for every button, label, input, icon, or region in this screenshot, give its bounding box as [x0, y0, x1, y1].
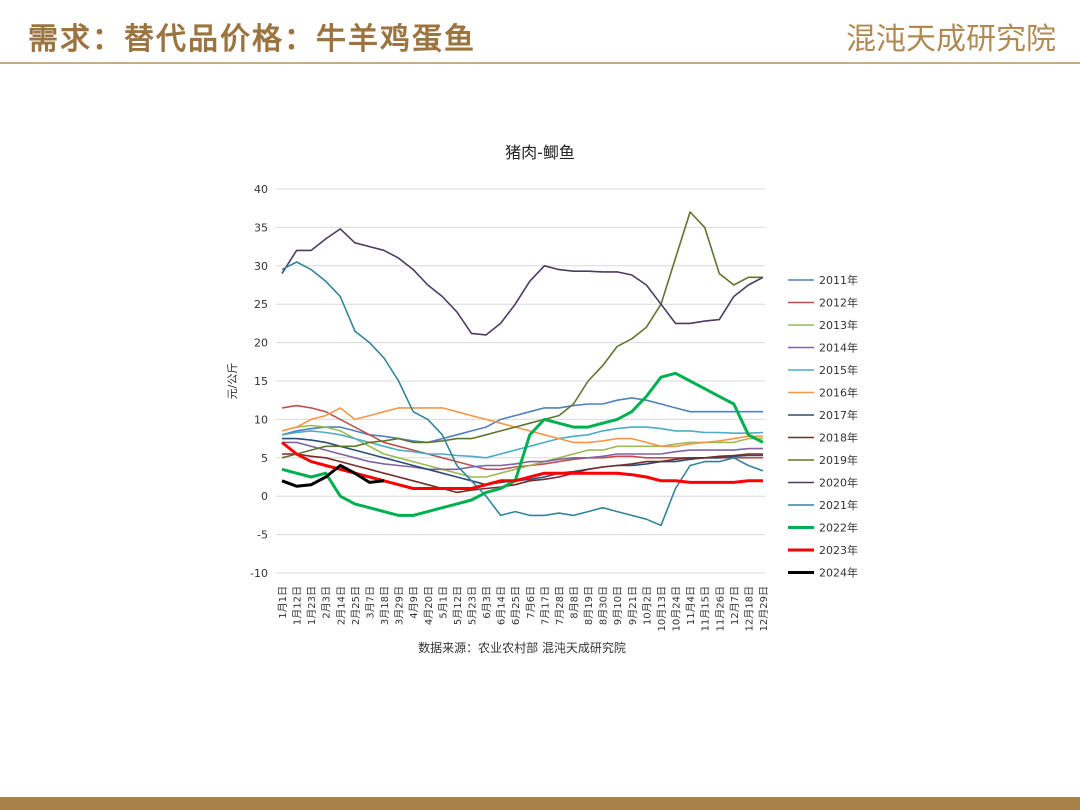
x-tick-label: 10月2日 [641, 586, 653, 625]
x-tick-label: 12月7日 [729, 586, 741, 625]
x-tick-label: 2月3日 [321, 586, 333, 619]
y-axis-label: 元/公斤 [226, 363, 239, 400]
x-tick-label: 7月17日 [539, 586, 551, 625]
legend-label: 2022年 [819, 521, 858, 535]
y-tick-label: 15 [254, 375, 268, 388]
x-tick-label: 9月10日 [612, 586, 624, 625]
x-tick-label: 3月7日 [364, 586, 376, 619]
logo: 混沌天成研究院 [846, 22, 1056, 57]
x-tick-label: 4月9日 [408, 586, 420, 619]
x-tick-label: 5月23日 [466, 586, 478, 625]
legend-label: 2021年 [819, 498, 858, 512]
x-tick-label: 7月28日 [554, 586, 566, 625]
x-tick-label: 2月14日 [335, 586, 347, 625]
x-tick-label: 10月24日 [671, 586, 683, 631]
x-tick-label: 11月26日 [714, 586, 726, 631]
x-tick-label: 8月8日 [569, 586, 581, 619]
x-tick-label: 9月21日 [627, 586, 639, 625]
series-line [281, 441, 763, 490]
y-tick-label: 35 [254, 221, 268, 234]
y-tick-label: 5 [261, 452, 268, 465]
series-line [281, 261, 764, 527]
series-line [281, 397, 763, 444]
legend-label: 2017年 [819, 408, 858, 422]
x-tick-label: 2月25日 [350, 586, 362, 625]
y-tick-label: 0 [261, 490, 268, 503]
x-tick-label: 3月29日 [394, 586, 406, 625]
x-tick-label: 10月13日 [656, 586, 668, 631]
legend-label: 2024年 [819, 566, 858, 580]
legend-label: 2020年 [819, 476, 858, 490]
series-line [281, 371, 764, 517]
y-tick-label: 30 [254, 260, 268, 273]
series-line [281, 424, 763, 478]
x-tick-label: 12月18日 [743, 586, 755, 631]
y-tick-label: 25 [254, 298, 268, 311]
x-tick-label: 7月6日 [525, 586, 537, 619]
x-tick-label: 5月12日 [452, 586, 464, 625]
legend-label: 2019年 [819, 453, 858, 467]
header-rule [0, 62, 1080, 64]
footer-bar [0, 797, 1080, 810]
series-line [281, 426, 764, 459]
x-tick-label: 1月1日 [277, 586, 289, 619]
chart-title: 猪肉-鲫鱼 [505, 143, 575, 162]
x-tick-label: 6月3日 [481, 586, 493, 619]
legend-label: 2016年 [819, 386, 858, 400]
y-tick-label: 10 [254, 413, 268, 426]
legend-label: 2012年 [819, 296, 858, 310]
series-line [281, 228, 764, 336]
x-tick-label: 12月29日 [758, 586, 770, 631]
x-tick-label: 8月30日 [598, 586, 610, 625]
x-tick-label: 6月25日 [510, 586, 522, 625]
series-line [282, 453, 763, 494]
x-tick-label: 8月19日 [583, 586, 595, 625]
x-tick-label: 3月18日 [379, 586, 391, 625]
y-tick-label: -10 [250, 567, 268, 580]
legend-label: 2014年 [819, 341, 858, 355]
series-line [281, 211, 763, 459]
y-tick-label: 40 [254, 183, 268, 196]
x-tick-label: 11月4日 [685, 586, 697, 625]
legend-label: 2013年 [819, 318, 858, 332]
x-tick-label: 11月15日 [700, 586, 712, 631]
y-tick-label: -5 [257, 529, 268, 542]
source-note: 数据来源：农业农村部 混沌天成研究院 [418, 640, 626, 655]
x-tick-label: 4月20日 [423, 586, 435, 625]
series-line [281, 407, 763, 448]
slide-title: 需求：替代品价格：牛羊鸡蛋鱼 [28, 22, 476, 57]
legend-label: 2018年 [819, 431, 858, 445]
series-line [281, 464, 385, 488]
legend-label: 2011年 [819, 273, 858, 287]
x-tick-label: 5月1日 [437, 586, 449, 619]
legend-label: 2023年 [819, 543, 858, 557]
legend-label: 2015年 [819, 363, 858, 377]
x-tick-label: 1月23日 [306, 586, 318, 625]
x-tick-label: 1月12日 [292, 586, 304, 625]
x-tick-label: 6月14日 [496, 586, 508, 625]
y-tick-label: 20 [254, 337, 268, 350]
